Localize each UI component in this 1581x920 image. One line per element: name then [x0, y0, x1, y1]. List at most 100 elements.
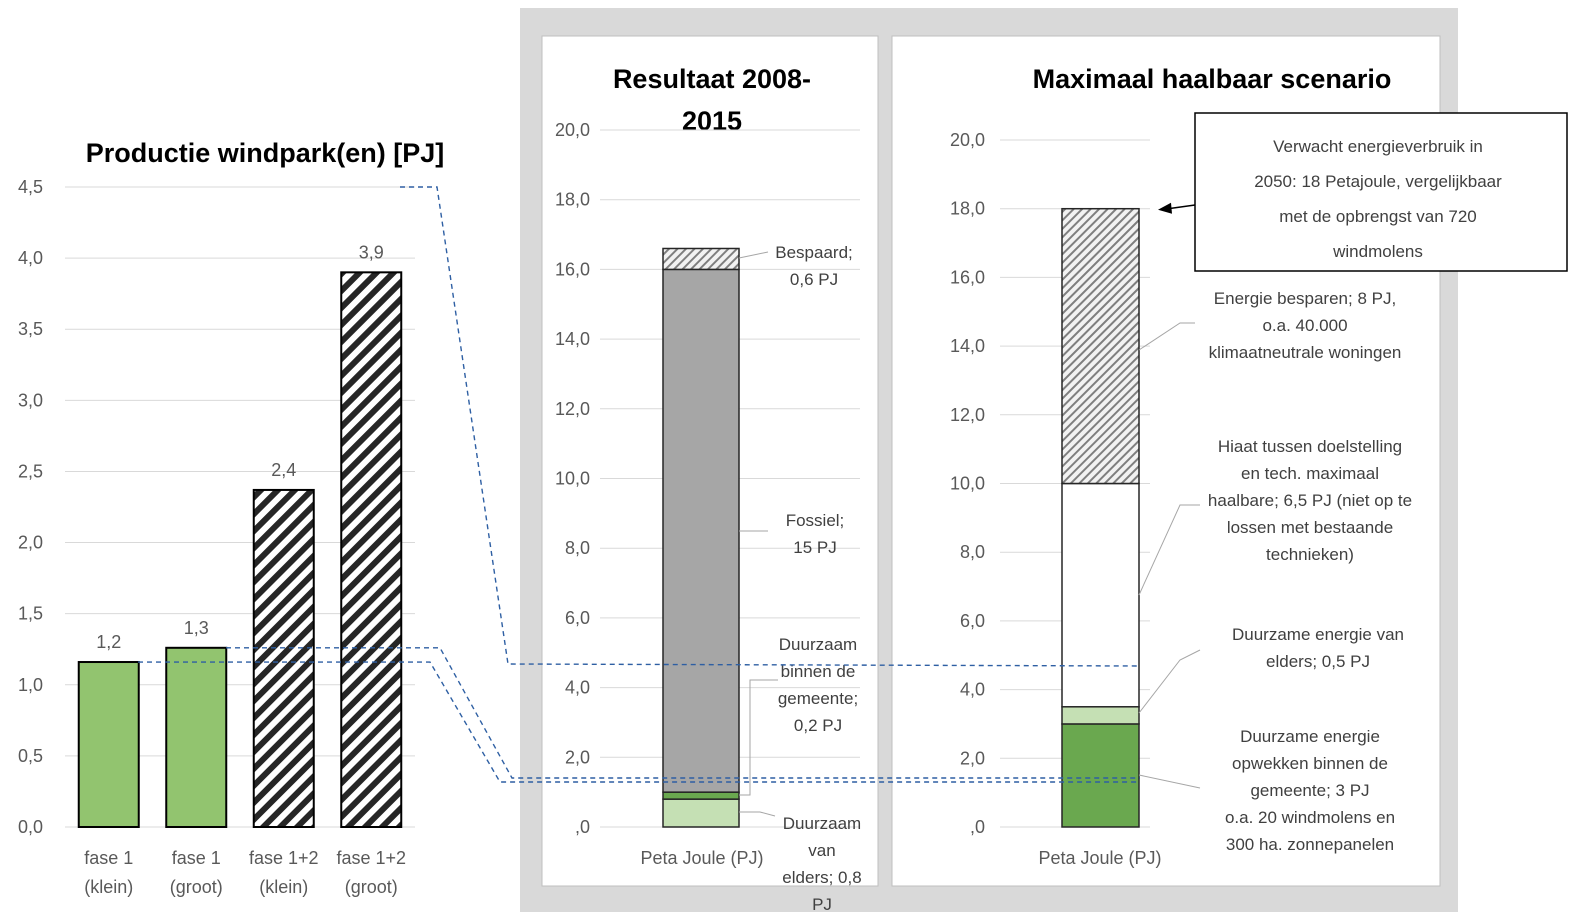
leader-line — [739, 811, 776, 817]
expected-consumption-callout: Verwacht energieverbruik in 2050: 18 Peta… — [1158, 112, 1568, 272]
x-tick-label: (klein) — [259, 877, 308, 897]
callout-arrow-line — [1167, 204, 1196, 210]
stack-segment — [1061, 706, 1140, 725]
connector-max-production — [400, 186, 1141, 667]
segment-label: Bespaard; — [775, 243, 853, 262]
y-tick-label: 4,0 — [960, 680, 985, 700]
x-tick-label: (groot) — [170, 877, 223, 897]
segment-label: gemeente; — [778, 689, 858, 708]
x-tick-label: fase 1+2 — [249, 848, 319, 868]
y-tick-label: ,0 — [970, 817, 985, 837]
y-tick-label: 6,0 — [960, 611, 985, 631]
stack-segment — [662, 247, 740, 271]
y-tick-label: 6,0 — [565, 608, 590, 628]
y-tick-label: 18,0 — [555, 190, 590, 210]
scenario-chart-title: Maximaal haalbaar scenario — [1033, 64, 1392, 94]
segment-label: Duurzame energie van — [1232, 625, 1404, 644]
bar — [77, 661, 140, 828]
segment-label: o.a. 40.000 — [1262, 316, 1347, 335]
data-label: 1,3 — [184, 618, 209, 638]
segment-label: elders; 0,8 — [782, 868, 861, 887]
segment-label: lossen met bestaande — [1227, 518, 1393, 537]
y-tick-label: 20,0 — [555, 120, 590, 140]
y-tick-label: ,0 — [575, 817, 590, 837]
y-tick-label: 16,0 — [555, 259, 590, 279]
x-tick-label: Peta Joule (PJ) — [1038, 848, 1161, 868]
stack-segment — [662, 268, 740, 793]
max-scenario-chart: Maximaal haalbaar scenario ,0 2,0 4,0 6,0 8,… — [950, 64, 1412, 868]
stack-segment — [662, 791, 740, 800]
segment-label: 0,2 PJ — [794, 716, 842, 735]
connector-phase1-small — [138, 661, 1140, 783]
stack-segment — [1061, 207, 1140, 485]
leader-line — [739, 679, 778, 796]
stack-segment — [662, 798, 740, 828]
bar — [340, 271, 403, 829]
result-2008-2015-chart: Resultaat 2008- 2015 ,0 2,0 4,0 6,0 8,0 10,0 1… — [555, 64, 862, 914]
data-label: 1,2 — [96, 632, 121, 652]
bar — [165, 646, 228, 828]
x-tick-label: (groot) — [345, 877, 398, 897]
segment-label: elders; 0,5 PJ — [1266, 652, 1370, 671]
y-tick-label: 12,0 — [950, 405, 985, 425]
y-tick-label: 1,5 — [18, 604, 43, 624]
segment-label: PJ — [812, 895, 832, 914]
connector-phase1-large — [226, 647, 1140, 779]
y-tick-label: 2,0 — [18, 533, 43, 553]
segment-label: binnen de — [781, 662, 856, 681]
segment-label: 15 PJ — [793, 538, 836, 557]
segment-label: Fossiel; — [786, 511, 845, 530]
segment-label: Duurzaam — [779, 635, 857, 654]
y-tick-label: 20,0 — [950, 130, 985, 150]
data-label: 3,9 — [359, 242, 384, 262]
segment-label: Duurzaam — [783, 814, 861, 833]
y-tick-label: 0,5 — [18, 746, 43, 766]
y-tick-label: 4,0 — [18, 248, 43, 268]
callout-text: met de opbrengst van 720 — [1279, 207, 1477, 226]
x-tick-label: Peta Joule (PJ) — [640, 848, 763, 868]
segment-label: en tech. maximaal — [1241, 464, 1379, 483]
y-tick-label: 3,0 — [18, 390, 43, 410]
stack-segment — [1061, 482, 1140, 708]
data-label: 2,4 — [271, 460, 296, 480]
result-chart-title-line-2: 2015 — [682, 106, 742, 136]
leader-line — [1138, 504, 1200, 596]
result-chart-title-line-1: Resultaat 2008- — [613, 64, 811, 94]
wind-production-chart: Productie windpark(en) [PJ] 0,0 0,5 1,0 1,5… — [18, 138, 444, 897]
segment-label: gemeente; 3 PJ — [1250, 781, 1369, 800]
callout-text: 2050: 18 Petajoule, vergelijkbaar — [1254, 172, 1502, 191]
leader-line — [1138, 649, 1201, 714]
wind-chart-title: Productie windpark(en) [PJ] — [86, 138, 445, 168]
y-tick-label: 16,0 — [950, 267, 985, 287]
segment-label: haalbare; 6,5 PJ (niet op te — [1208, 491, 1412, 510]
y-tick-label: 0,0 — [18, 817, 43, 837]
segment-label: klimaatneutrale woningen — [1209, 343, 1402, 362]
y-tick-label: 14,0 — [555, 329, 590, 349]
y-tick-label: 4,5 — [18, 177, 43, 197]
segment-label: van — [808, 841, 835, 860]
segment-label: 300 ha. zonnepanelen — [1226, 835, 1394, 854]
leader-line — [738, 251, 769, 259]
stack-segment — [1061, 723, 1140, 828]
y-tick-label: 8,0 — [960, 542, 985, 562]
y-tick-label: 2,5 — [18, 461, 43, 481]
x-tick-label: fase 1 — [172, 848, 221, 868]
y-tick-label: 3,5 — [18, 319, 43, 339]
leader-line — [1138, 322, 1195, 351]
y-tick-label: 2,0 — [960, 748, 985, 768]
bar — [252, 488, 315, 828]
y-tick-label: 1,0 — [18, 675, 43, 695]
callout-arrowhead — [1158, 202, 1172, 214]
y-tick-label: 4,0 — [565, 678, 590, 698]
leader-line — [1138, 774, 1201, 789]
y-tick-label: 10,0 — [950, 474, 985, 494]
segment-label: Duurzame energie — [1240, 727, 1380, 746]
callout-text: windmolens — [1332, 242, 1423, 261]
segment-label: opwekken binnen de — [1232, 754, 1388, 773]
segment-label: o.a. 20 windmolens en — [1225, 808, 1395, 827]
y-tick-label: 18,0 — [950, 199, 985, 219]
segment-label: Hiaat tussen doelstelling — [1218, 437, 1402, 456]
y-tick-label: 14,0 — [950, 336, 985, 356]
y-tick-label: 10,0 — [555, 469, 590, 489]
